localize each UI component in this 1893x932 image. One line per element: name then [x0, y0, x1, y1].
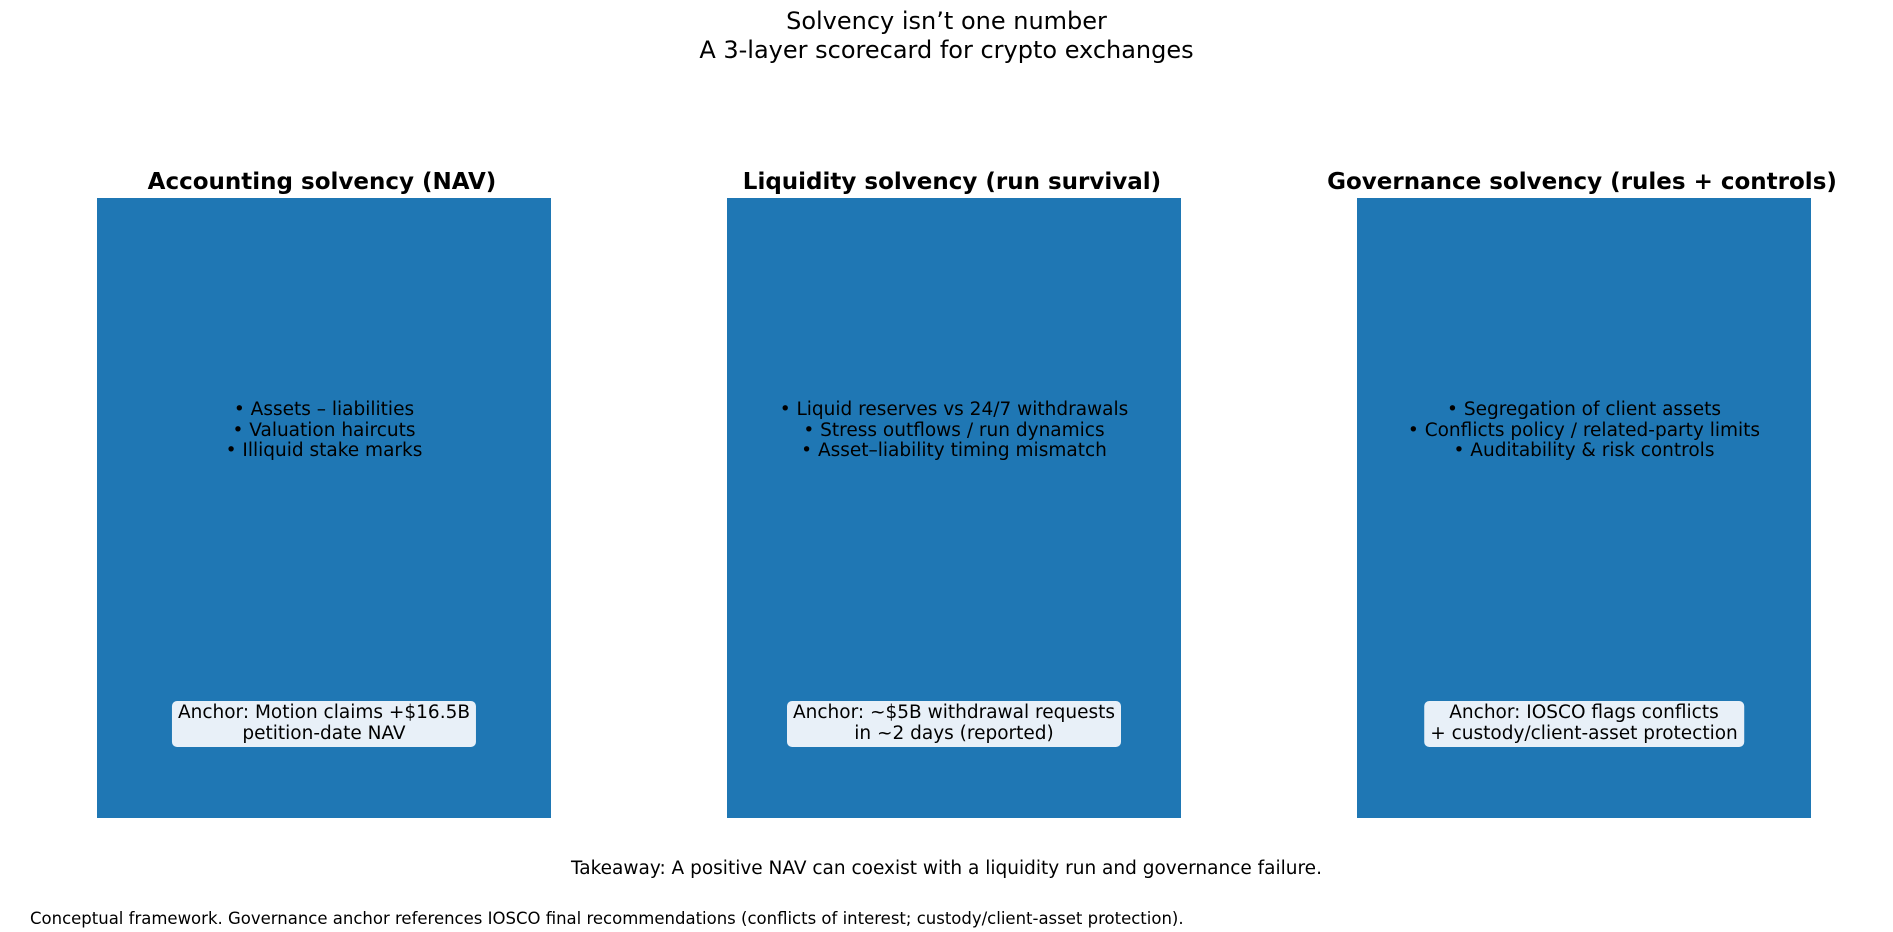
panel-title-governance: Governance solvency (rules + controls) — [1327, 169, 1837, 195]
bullet-item: • Conflicts policy / related-party limit… — [1407, 419, 1761, 441]
bullet-item: • Liquid reserves vs 24/7 withdrawals — [779, 399, 1129, 420]
bullet-item: • Asset–liability timing mismatch — [801, 440, 1107, 461]
bullet-item: • Segregation of client assets — [1447, 399, 1721, 420]
page-title: Solvency isn’t one number A 3-layer scor… — [0, 7, 1893, 65]
bullet-list: • Assets – liabilities • Valuation hairc… — [97, 399, 551, 462]
panel-governance: • Segregation of client assets • Conflic… — [1357, 198, 1811, 818]
bullet-item: • Stress outflows / run dynamics — [803, 419, 1105, 441]
anchor-line: in ~2 days (reported) — [854, 722, 1054, 744]
panel-title-liquidity: Liquidity solvency (run survival) — [742, 169, 1162, 195]
anchor-box: Anchor: ~$5B withdrawal requests in ~2 d… — [787, 701, 1121, 747]
anchor-box: Anchor: IOSCO flags conflicts + custody/… — [1424, 701, 1744, 747]
title-line-1: Solvency isn’t one number — [786, 7, 1107, 35]
anchor-line: Anchor: Motion claims +$16.5B — [177, 702, 471, 723]
anchor-line: petition-date NAV — [242, 722, 406, 744]
bullet-item: • Auditability & risk controls — [1453, 440, 1715, 461]
bullet-item: • Assets – liabilities — [233, 399, 415, 420]
anchor-box: Anchor: Motion claims +$16.5B petition-d… — [171, 701, 477, 747]
takeaway-text: Takeaway: A positive NAV can coexist wit… — [571, 858, 1322, 879]
anchor-line: + custody/client-asset protection — [1430, 722, 1738, 744]
panel-title-accounting: Accounting solvency (NAV) — [147, 169, 497, 195]
anchor-line: Anchor: ~$5B withdrawal requests — [793, 702, 1115, 723]
bullet-list: • Liquid reserves vs 24/7 withdrawals • … — [727, 399, 1181, 462]
anchor-line: Anchor: IOSCO flags conflicts — [1449, 702, 1719, 723]
bullet-item: • Valuation haircuts — [232, 419, 416, 441]
title-line-2: A 3-layer scorecard for crypto exchanges — [699, 36, 1194, 64]
bullet-item: • Illiquid stake marks — [225, 440, 423, 461]
bullet-list: • Segregation of client assets • Conflic… — [1357, 399, 1811, 462]
panel-liquidity: • Liquid reserves vs 24/7 withdrawals • … — [727, 198, 1181, 818]
footnote-text: Conceptual framework. Governance anchor … — [30, 909, 1184, 928]
panel-accounting: • Assets – liabilities • Valuation hairc… — [97, 198, 551, 818]
